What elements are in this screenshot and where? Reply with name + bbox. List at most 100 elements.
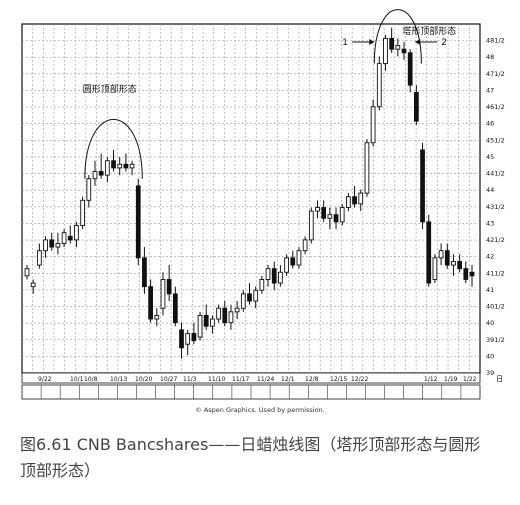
chart-figure: 481/2 48 471/2 47 461/2 46 451/2 45 441/2 44 431/2… [21,9,505,414]
candle-body-down [463,268,469,280]
candle-body-down [203,314,209,327]
candle-body-up [129,163,135,169]
x-tick-label: 11/3 [183,376,197,383]
arrow-1-label: 1 [342,38,348,48]
candle-body-down [148,286,153,320]
candle-body-up [383,37,388,65]
candle-body-up [358,192,364,205]
y-tick-label: 43 [486,219,494,227]
candle-body-down [401,48,407,54]
x-tick-label: 10/27 [160,376,177,383]
y-tick-label: 41 [486,286,494,294]
candlestick-chart: 481/248471/247461/246451/245441/244431/2… [21,9,505,414]
candle-body-up [234,307,240,313]
candle-body-down [271,268,277,284]
candle-body-up [296,250,302,266]
candle-body-down [457,261,463,270]
x-tick-label: 10/20 [135,376,152,383]
candle-body-down [179,329,184,349]
candle-body-up [86,178,92,201]
y-tick-label: 411/2 [486,269,505,277]
y-tick-label: 40 [486,319,494,327]
y-tick-label: 39 [486,369,494,377]
candle-body-up [55,243,61,248]
candle-body-up [43,239,48,252]
x-axis-strip [21,372,481,384]
candle-body-up [376,63,382,108]
y-tick-label: 46 [486,120,494,128]
candle-body-down [222,307,228,324]
x-tick-label: 12/22 [351,376,368,383]
candle-body-up [284,257,289,273]
candle-body-up [395,45,401,50]
y-tick-label: 42 [486,253,494,261]
x-tick-label: 1/19 [444,376,458,383]
candle-body-up [240,293,246,309]
y-tick-label: 471/2 [486,70,505,78]
x-tick-label: 11/17 [232,376,249,383]
candle-body-up [339,207,345,223]
x-tick-label: 12/15 [330,376,347,383]
candle-body-up [278,271,283,284]
candle-body-down [407,52,413,86]
candle-body-up [92,171,98,180]
candle-body-up [370,106,376,144]
y-tick-label: 431/2 [486,203,505,211]
candle-body-up [197,314,203,338]
candle-body-up [265,268,271,280]
candle-body-down [142,257,147,288]
candle-body-up [185,332,191,345]
candle-body-up [160,279,166,309]
y-tick-label: 421/2 [486,236,505,244]
candle-body-down [426,221,432,284]
y-tick-label: 47 [486,86,494,94]
x-axis-end-label: 日 [496,375,503,383]
candle-body-up [228,311,234,324]
candle-body-down [333,214,339,223]
x-tick-label: 12/8 [305,376,319,383]
y-tick-label: 48 [486,53,494,61]
y-tick-label: 44 [486,186,494,194]
x-tick-label: 1/12 [424,376,438,383]
candle-body-up [327,214,333,219]
candle-body-up [36,250,42,266]
candle-body-up [302,239,308,252]
candle-body-up [216,307,221,320]
y-tick-label: 391/2 [486,336,505,344]
candle-body-up [210,318,215,327]
candle-body-up [432,257,438,280]
candle-body-down [414,91,419,122]
candle-body-down [49,239,55,248]
tower-top-label: 塔形顶部形态 [402,25,456,37]
candle-body-down [420,149,425,223]
candle-body-up [74,225,79,241]
figure-caption: 图6.61 CNB Bancshares——日蜡烛线图（塔形顶部形态与圆形顶部形… [20,435,481,480]
candle-body-down [172,293,178,324]
candle-body-up [315,207,320,212]
x-tick-label: 9/22 [38,376,52,383]
y-tick-label: 441/2 [486,170,505,178]
candle-body-down [111,160,116,169]
rounded-top-arc [84,119,143,179]
candle-body-up [30,282,36,288]
y-tick-label: 40 [486,352,494,360]
arrow-2-head [415,38,421,45]
candle-body-up [61,232,67,244]
candle-body-down [135,185,141,259]
candle-body-down [247,293,252,302]
x-tick-label: 11/24 [257,376,274,383]
x-tick-label: 1/22 [463,376,477,383]
x-tick-label: 10/13 [110,376,127,383]
arrow-2-label: 2 [441,38,447,48]
candle-body-down [290,257,296,266]
candle-body-up [154,314,160,320]
candle-body-up [104,160,110,176]
candle-body-up [438,250,444,259]
candle-body-down [321,207,327,219]
candle-body-up [346,196,351,208]
candle-body-up [80,199,85,226]
candle-body-down [67,235,73,241]
candle-body-up [117,163,123,169]
candle-body-down [444,250,450,266]
candle-body-down [352,196,357,205]
